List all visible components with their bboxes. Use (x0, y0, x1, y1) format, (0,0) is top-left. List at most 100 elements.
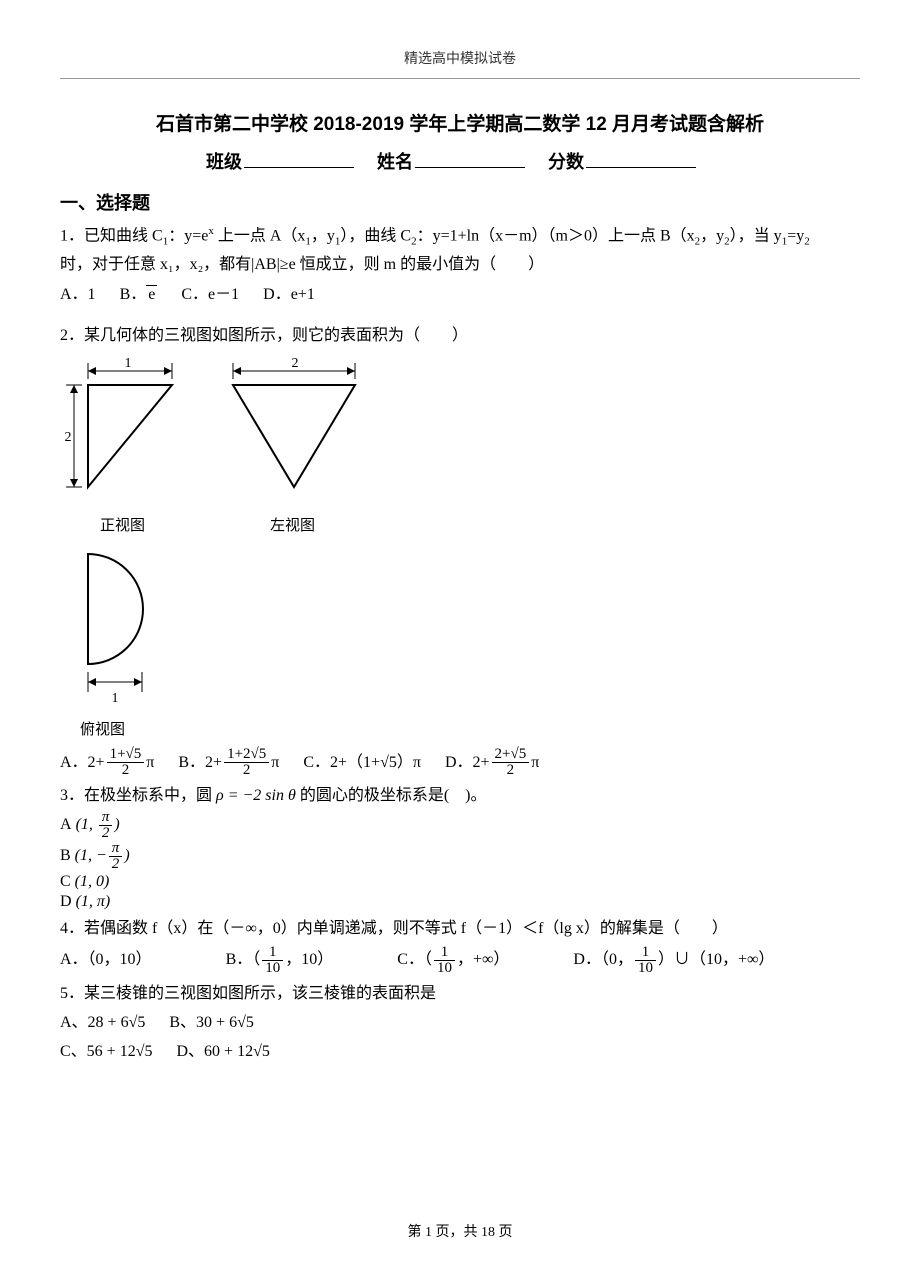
q2d-num: 2+√5 (492, 747, 530, 763)
q1-optb-pre: B． (120, 286, 147, 303)
q2a-den: 2 (107, 763, 145, 778)
q5-opt-b: B、30 + 6√5 (169, 1014, 253, 1031)
top-view-block: 1 俯视图 (60, 544, 860, 744)
meta-row: 班级 姓名 分数 (60, 147, 860, 178)
q1-opt-d: D．e+1 (263, 286, 315, 303)
q3-opt-a: A (1, π2) (60, 810, 860, 841)
q2-options: A．2+1+√52π B．2+1+2√52π C．2+（1+√5）π D．2+2… (60, 747, 860, 778)
q2a-pre: A．2+ (60, 754, 105, 771)
q3c-pre: C (60, 873, 71, 890)
q2d-suf: π (531, 754, 539, 771)
q3d-val: (1, π) (76, 892, 111, 911)
section-1-head: 一、选择题 (60, 188, 860, 219)
question-1: 1．已知曲线 C1：y=ex 上一点 A（x1，y1），曲线 C2：y=1+ln… (60, 222, 860, 278)
question-5: 5．某三棱锥的三视图如图所示，该三棱锥的表面积是 (60, 980, 860, 1007)
q2-body: 2．某几何体的三视图如图所示，则它的表面积为（ ） (60, 327, 468, 344)
q2d-den: 2 (492, 763, 530, 778)
q5-body: 5．某三棱锥的三视图如图所示，该三棱锥的表面积是 (60, 985, 436, 1002)
q3b-val: (1, −π2) (75, 841, 130, 872)
q3-equation: ρ = −2 sin θ (216, 787, 300, 804)
exam-title: 石首市第二中学校 2018-2019 学年上学期高二数学 12 月月考试题含解析 (60, 109, 860, 141)
q4b-den: 10 (262, 961, 283, 976)
q1-text-h: ），当 y (730, 228, 782, 245)
q1-text-f: ：y=1+ln（x－m）（m＞0）上一点 B（x (417, 228, 695, 245)
page: 精选高中模拟试卷 石首市第二中学校 2018-2019 学年上学期高二数学 12… (0, 0, 920, 1273)
page-footer: 第 1 页，共 18 页 (0, 1221, 920, 1245)
class-label: 班级 (206, 152, 242, 172)
q1-text-b: ：y=e (168, 228, 208, 245)
q3-options: A (1, π2) B (1, −π2) C (1, 0) D (1, π) (60, 810, 860, 912)
q3-opt-d: D (1, π) (60, 892, 860, 912)
question-4: 4．若偶函数 f（x）在（－∞，0）内单调递减，则不等式 f（－1）＜f（lg … (60, 915, 860, 942)
question-3: 3．在极坐标系中，圆 ρ = −2 sin θ 的圆心的极坐标系是( )。 (60, 782, 860, 809)
front-view-svg: 1 2 (60, 357, 185, 505)
top-view-svg: 1 (60, 544, 170, 709)
q4-opt-a: A．（0，10） (60, 951, 152, 968)
q3c-val: (1, 0) (75, 872, 110, 891)
q4-opt-b: B．（110，10） (226, 951, 338, 968)
running-header: 精选高中模拟试卷 (60, 48, 860, 79)
front-view-label: 正视图 (60, 514, 185, 540)
q2-opt-c: C．2+（1+√5）π (303, 754, 421, 771)
q1-opt-b: B．e (120, 286, 158, 303)
q4d-num: 1 (635, 945, 656, 961)
q4b-suf: ，10） (285, 951, 333, 968)
q2-opt-d: D．2+2+√52π (445, 754, 539, 771)
q1-text-d: ，y (311, 228, 335, 245)
left-view-label: 左视图 (215, 514, 370, 540)
q2-opt-a: A．2+1+√52π (60, 754, 158, 771)
q4-options: A．（0，10） B．（110，10） C．（110，+∞） D．（0，110）… (60, 945, 860, 976)
three-views-top-row: 1 2 正视图 2 (60, 357, 860, 540)
q1-text-i: =y (787, 228, 804, 245)
q2b-pre: B．2+ (178, 754, 222, 771)
left-view-block: 2 左视图 (215, 357, 370, 540)
q3-text-a: 3．在极坐标系中，圆 (60, 787, 212, 804)
q1-text-g: ，y (700, 228, 724, 245)
q2a-suf: π (146, 754, 154, 771)
q4c-suf: ，+∞） (457, 951, 509, 968)
q1-text-e: ），曲线 C (340, 228, 411, 245)
top-view-label: 俯视图 (60, 718, 860, 744)
q5-options-row1: A、28 + 6√5 B、30 + 6√5 (60, 1009, 860, 1036)
q4-body: 4．若偶函数 f（x）在（－∞，0）内单调递减，则不等式 f（－1）＜f（lg … (60, 920, 728, 937)
q5-options-row2: C、56 + 12√5 D、60 + 12√5 (60, 1038, 860, 1065)
q5-opt-a: A、28 + 6√5 (60, 1014, 145, 1031)
q4c-num: 1 (434, 945, 455, 961)
svg-text:2: 2 (292, 357, 299, 371)
svg-text:1: 1 (112, 691, 119, 706)
q2d-pre: D．2+ (445, 754, 490, 771)
class-blank (244, 149, 354, 168)
q4d-suf: ）∪（10，+∞） (658, 951, 774, 968)
q2b-num: 1+2√5 (224, 747, 269, 763)
q5-opt-c: C、56 + 12√5 (60, 1043, 152, 1060)
q2b-den: 2 (224, 763, 269, 778)
q1-text-a: 1．已知曲线 C (60, 228, 163, 245)
q4c-pre: C．（ (397, 951, 432, 968)
q2b-suf: π (271, 754, 279, 771)
q1-opt-c: C．e－1 (181, 286, 239, 303)
q3-opt-c: C (1, 0) (60, 872, 860, 892)
left-view-svg: 2 (215, 357, 370, 505)
q2-opt-b: B．2+1+2√52π (178, 754, 283, 771)
score-blank (586, 149, 696, 168)
q4d-den: 10 (635, 961, 656, 976)
q4-opt-d: D．（0，110）∪（10，+∞） (573, 951, 774, 968)
q4d-pre: D．（0， (573, 951, 633, 968)
q1-line2: 时，对于任意 x₁，x₂，都有|AB|≥e 恒成立，则 m 的最小值为（ ） (60, 256, 544, 273)
front-view-block: 1 2 正视图 (60, 357, 185, 540)
q3-opt-b: B (1, −π2) (60, 841, 860, 872)
q1-opt-a: A．1 (60, 286, 96, 303)
q4-opt-c: C．（110，+∞） (397, 951, 513, 968)
q5-opt-d: D、60 + 12√5 (176, 1043, 269, 1060)
q3-text-b: 的圆心的极坐标系是( )。 (300, 787, 487, 804)
q1-options: A．1 B．e C．e－1 D．e+1 (60, 281, 860, 308)
name-label: 姓名 (377, 152, 413, 172)
score-label: 分数 (548, 152, 584, 172)
q4b-pre: B．（ (226, 951, 261, 968)
q4c-den: 10 (434, 961, 455, 976)
q3b-pre: B (60, 847, 71, 864)
q3a-pre: A (60, 816, 72, 833)
svg-text:1: 1 (125, 357, 132, 371)
q3a-val: (1, π2) (76, 810, 120, 841)
question-2: 2．某几何体的三视图如图所示，则它的表面积为（ ） (60, 322, 860, 349)
